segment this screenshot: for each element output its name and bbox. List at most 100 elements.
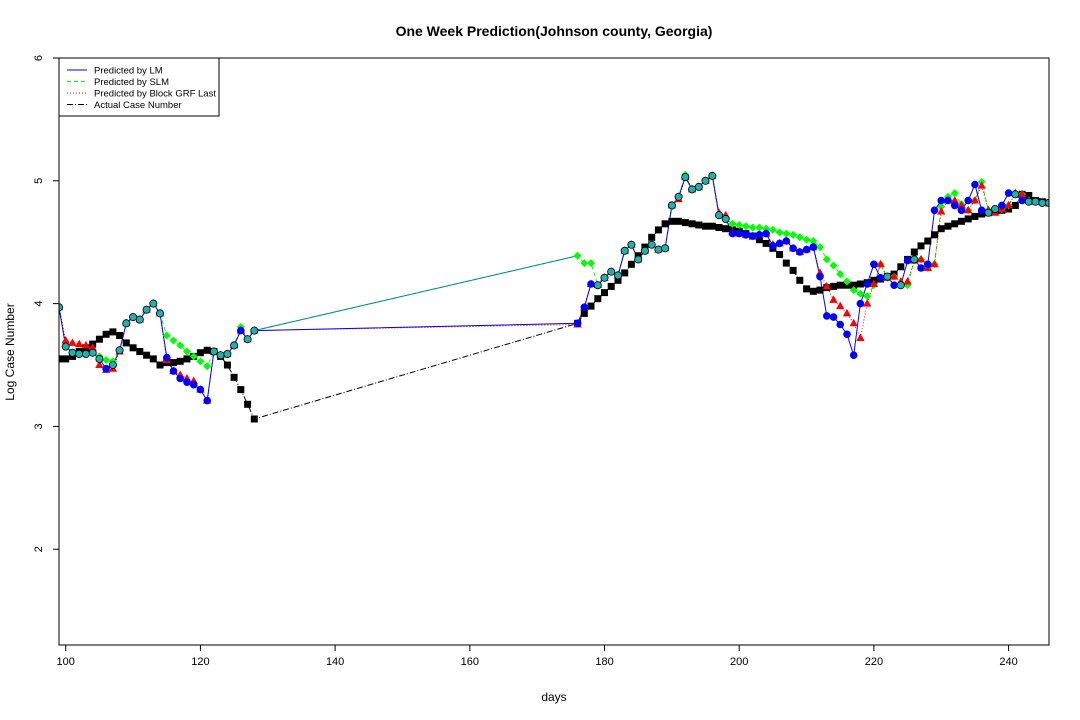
point-predicted-by-slm	[169, 336, 178, 345]
point-predicted-by-lm	[755, 231, 764, 239]
point-actual-case-number	[59, 355, 63, 363]
point-lm-slm-overlap	[216, 351, 225, 360]
point-predicted-by-lm	[735, 229, 743, 238]
series-line-actual-case-number	[59, 193, 1049, 420]
point-actual-case-number	[816, 286, 824, 294]
point-predicted-by-block-grf-last	[81, 340, 91, 349]
point-actual-case-number	[149, 355, 157, 363]
point-predicted-by-slm	[849, 286, 858, 295]
point-lm-slm-overlap	[1011, 190, 1020, 199]
point-actual-case-number	[951, 220, 959, 228]
point-actual-case-number	[897, 263, 905, 271]
point-predicted-by-block-grf-last	[876, 259, 885, 268]
point-predicted-by-slm	[728, 219, 737, 228]
point-lm-slm-overlap	[155, 309, 164, 318]
point-lm-slm-overlap	[681, 173, 690, 182]
point-lm-slm-overlap	[1045, 198, 1049, 207]
point-predicted-by-slm	[182, 347, 191, 356]
point-lm-slm-overlap	[81, 349, 90, 358]
point-predicted-by-block-grf-last	[930, 259, 939, 268]
point-actual-case-number	[688, 220, 696, 228]
point-lm-slm-overlap	[68, 348, 77, 357]
point-actual-case-number	[830, 282, 837, 290]
point-predicted-by-lm	[971, 180, 979, 189]
point-actual-case-number	[223, 361, 231, 369]
point-predicted-by-slm	[735, 221, 744, 230]
point-lm-slm-overlap	[654, 245, 663, 254]
point-actual-case-number	[136, 348, 144, 355]
point-lm-slm-overlap	[694, 182, 703, 191]
point-predicted-by-slm	[741, 222, 750, 231]
point-predicted-by-lm	[762, 229, 770, 238]
point-predicted-by-block-grf-last	[75, 339, 84, 348]
point-predicted-by-block-grf-last	[869, 279, 879, 287]
point-actual-case-number	[964, 215, 972, 223]
point-actual-case-number	[176, 357, 184, 365]
point-predicted-by-lm	[183, 378, 191, 387]
point-predicted-by-lm	[782, 237, 791, 245]
point-predicted-by-lm	[169, 367, 178, 375]
point-actual-case-number	[789, 266, 797, 274]
point-predicted-by-slm	[822, 255, 831, 264]
point-actual-case-number	[648, 233, 656, 241]
point-lm-slm-overlap	[721, 214, 730, 223]
point-actual-case-number	[924, 237, 932, 245]
point-actual-case-number	[102, 330, 110, 338]
point-actual-case-number	[654, 226, 662, 234]
point-predicted-by-block-grf-last	[68, 338, 77, 346]
point-actual-case-number	[661, 220, 669, 228]
x-tick-label: 120	[191, 656, 209, 668]
point-predicted-by-lm	[937, 196, 945, 205]
y-tick-label: 4	[33, 301, 45, 307]
point-predicted-by-lm	[870, 260, 878, 269]
point-predicted-by-block-grf-last	[903, 277, 912, 285]
point-actual-case-number	[762, 239, 770, 247]
point-predicted-by-lm	[580, 303, 589, 312]
point-actual-case-number	[244, 400, 252, 408]
point-predicted-by-lm	[843, 330, 851, 339]
point-actual-case-number	[917, 242, 925, 250]
point-predicted-by-lm	[903, 256, 912, 265]
point-actual-case-number	[944, 222, 952, 230]
point-predicted-by-block-grf-last	[842, 308, 852, 317]
point-lm-slm-overlap	[223, 349, 232, 358]
point-actual-case-number	[237, 386, 245, 394]
point-predicted-by-lm	[964, 196, 972, 205]
x-tick-label: 240	[999, 656, 1017, 668]
point-actual-case-number	[722, 225, 730, 233]
point-actual-case-number	[601, 289, 608, 297]
point-predicted-by-lm	[789, 244, 797, 253]
axes: 100 120 140 160 180 200 220 240 2 3 4 5 6	[33, 55, 1050, 668]
point-predicted-by-lm	[748, 232, 757, 240]
point-lm-slm-overlap	[984, 208, 993, 217]
point-predicted-by-lm	[196, 385, 205, 394]
point-predicted-by-slm	[863, 292, 872, 301]
point-predicted-by-lm	[775, 239, 784, 248]
point-lm-slm-overlap	[115, 346, 124, 355]
point-predicted-by-lm	[977, 206, 986, 215]
point-actual-case-number	[627, 260, 635, 268]
point-predicted-by-lm	[823, 312, 831, 320]
point-actual-case-number	[203, 346, 211, 354]
point-predicted-by-block-grf-last	[822, 281, 831, 290]
point-predicted-by-slm	[829, 261, 838, 270]
point-actual-case-number	[580, 309, 588, 317]
point-predicted-by-slm	[802, 235, 811, 244]
point-predicted-by-lm	[163, 353, 171, 362]
point-lm-slm-overlap	[708, 171, 717, 180]
point-actual-case-number	[796, 276, 804, 284]
point-predicted-by-block-grf-last	[856, 333, 865, 341]
point-lm-slm-overlap	[607, 267, 616, 276]
point-lm-slm-overlap	[1024, 197, 1033, 206]
point-predicted-by-block-grf-last	[889, 272, 899, 280]
point-predicted-by-lm	[802, 245, 811, 254]
point-predicted-by-block-grf-last	[88, 343, 97, 351]
point-predicted-by-block-grf-last	[849, 318, 858, 327]
point-predicted-by-block-grf-last	[1017, 189, 1027, 198]
point-predicted-by-lm	[203, 396, 211, 405]
point-lm-slm-overlap	[991, 204, 1000, 213]
point-actual-case-number	[587, 302, 595, 310]
point-actual-case-number	[1011, 201, 1019, 209]
point-actual-case-number	[129, 344, 137, 352]
point-predicted-by-lm	[796, 248, 804, 256]
